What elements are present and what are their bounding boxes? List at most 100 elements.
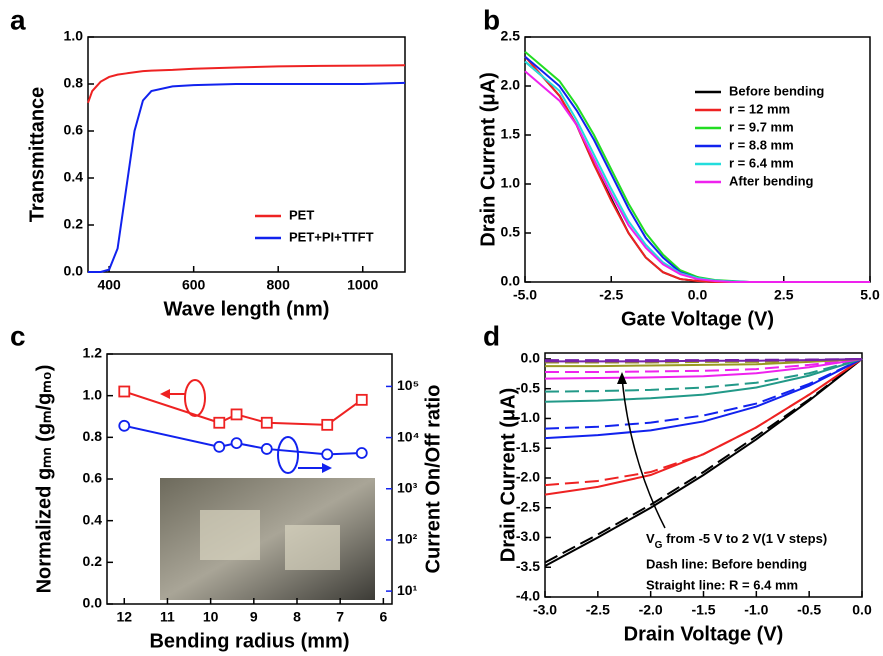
series-line [545, 357, 863, 368]
legend-label: Before bending [729, 83, 824, 98]
legend-label: After bending [729, 173, 814, 188]
y-tick-label: 1.0 [501, 175, 521, 191]
axis-indicator [277, 436, 299, 474]
annotation: Dash line: Before bending [646, 556, 807, 571]
series-line [544, 357, 863, 380]
x-tick-label: -1.5 [691, 602, 715, 618]
legend-label: r = 9.7 mm [729, 119, 794, 134]
y2-tick-label: 10² [397, 531, 418, 547]
y-axis-label: Transmittance [26, 87, 48, 223]
x-tick-label: 600 [182, 277, 206, 293]
marker [355, 393, 368, 406]
x-tick-label: 1000 [347, 277, 378, 293]
x-axis-label: Bending radius (mm) [149, 630, 349, 652]
y2-tick-label: 10¹ [397, 582, 418, 598]
y2-tick-label: 10⁵ [397, 377, 419, 393]
x-axis-label: Drain Voltage (V) [624, 623, 784, 645]
x-tick-label: -1.0 [744, 602, 768, 618]
plot-frame [524, 36, 871, 283]
panel-letter: b [483, 4, 500, 35]
panel-letter: d [483, 320, 500, 351]
series-line [524, 70, 870, 283]
y-axis-label: Drain Current (μA) [497, 388, 519, 562]
y-tick-label: 0.5 [501, 224, 521, 240]
series-line [87, 64, 406, 104]
marker [213, 416, 226, 429]
y-tick-label: 0.0 [83, 595, 103, 611]
y2-tick-label: 10³ [397, 479, 418, 495]
x-tick-label: -3.0 [533, 602, 557, 618]
series-line [544, 357, 863, 393]
x-tick-label: 0.0 [688, 287, 708, 303]
y-tick-label: -1.5 [516, 439, 540, 455]
annotation-arrow [621, 377, 666, 529]
marker [230, 437, 243, 450]
inset-photo [160, 478, 375, 600]
y-tick-label: 0.2 [83, 553, 103, 569]
x-axis-label: Wave length (nm) [164, 298, 330, 320]
y-tick-label: 1.0 [83, 386, 103, 402]
y-tick-label: -0.5 [516, 379, 540, 395]
x-tick-label: 2.5 [774, 287, 794, 303]
annotation: VG from -5 V to 2 V(1 V steps) [646, 531, 827, 551]
x-tick-label: 8 [293, 609, 301, 625]
x-tick-label: -2.5 [599, 287, 623, 303]
annotation: Straight line: R = 6.4 mm [646, 577, 798, 592]
x-tick-label: 400 [97, 277, 121, 293]
y-tick-label: 0.8 [64, 75, 84, 91]
series-line [544, 358, 863, 496]
y-tick-label: 0.6 [64, 122, 84, 138]
y-tick-label: 2.0 [501, 77, 521, 93]
y-tick-label: -1.0 [516, 409, 540, 425]
x-tick-label: 10 [203, 609, 219, 625]
series-line [544, 358, 863, 567]
y2-axis-label: Current On/Off ratio [422, 385, 444, 574]
y-tick-label: 1.2 [83, 345, 103, 361]
inset-block [285, 525, 340, 570]
inset-block [200, 510, 260, 560]
series-line [545, 357, 863, 374]
legend-label: PET+PI+TTFT [289, 229, 374, 244]
series-line [544, 357, 863, 403]
marker [260, 416, 273, 429]
x-tick-label: 800 [267, 277, 291, 293]
legend-label: r = 12 mm [729, 101, 790, 116]
legend-label: r = 6.4 mm [729, 155, 794, 170]
marker [321, 418, 334, 431]
arrow-head [160, 389, 170, 399]
marker [118, 385, 131, 398]
x-tick-label: -5.0 [513, 287, 537, 303]
marker [118, 419, 131, 432]
y-tick-label: 0.4 [64, 169, 84, 185]
series-line [544, 358, 863, 440]
x-tick-label: 12 [116, 609, 132, 625]
x-tick-label: -2.0 [639, 602, 663, 618]
annotation-part: G [655, 540, 663, 551]
x-tick-label: 5.0 [860, 287, 880, 303]
marker [260, 443, 273, 455]
y-axis-label: Normalized gₘₙ (gₘ/gₘ₀) [33, 365, 55, 594]
panel-letter: a [10, 4, 26, 35]
marker [355, 447, 368, 459]
x-tick-label: 7 [336, 609, 344, 625]
x-tick-label: 11 [160, 609, 175, 625]
legend-label: PET [289, 207, 314, 222]
y-tick-label: -4.0 [516, 588, 540, 604]
series-line [88, 81, 406, 273]
series-line [545, 357, 863, 363]
marker [321, 448, 334, 461]
y-tick-label: 0.0 [501, 273, 521, 289]
y-tick-label: -2.0 [516, 469, 540, 485]
marker [213, 440, 226, 453]
y-tick-label: 1.5 [501, 126, 521, 142]
panel-letter: c [10, 320, 26, 351]
y-tick-label: 2.5 [501, 28, 521, 44]
y-tick-label: 0.2 [64, 216, 84, 232]
y-tick-label: 1.0 [64, 28, 84, 44]
annotation-part: from -5 V to 2 V(1 V steps) [662, 531, 827, 546]
y-tick-label: -3.5 [516, 558, 540, 574]
y-tick-label: 0.6 [83, 470, 103, 486]
y-tick-label: 0.0 [64, 263, 84, 279]
axis-indicator [184, 379, 206, 417]
